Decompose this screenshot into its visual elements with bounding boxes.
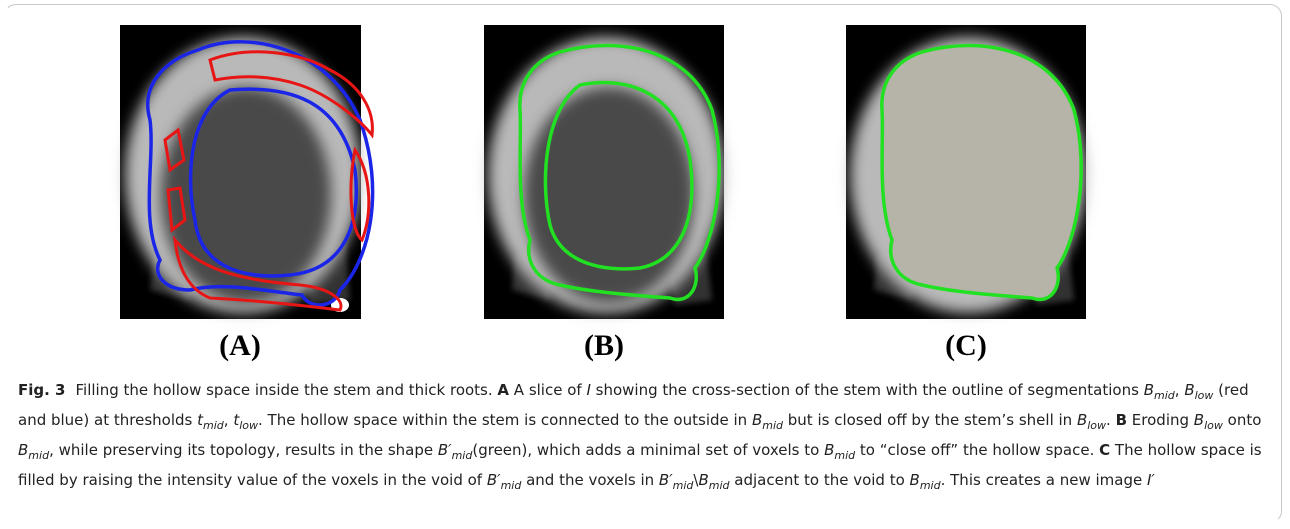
caption-text: B [910,471,920,489]
page: {"figure": { "panels": [{"label": "(A)"}… [0,0,1290,529]
caption-text: B [752,411,762,429]
panel-c-image [846,25,1086,319]
panel-label: (C) [945,329,987,362]
caption-text: B [698,471,708,489]
caption-text: B′ [487,471,501,489]
caption-text: Eroding [1127,411,1194,429]
caption-text: B [1184,381,1194,399]
caption-text: . This creates a new image [941,471,1147,489]
caption-text: B′ [438,441,452,459]
caption-text: mid [203,419,224,432]
caption-text: mid [452,449,473,462]
caption-text: mid [501,479,522,492]
caption-text: , [1175,381,1185,399]
caption-text: and the voxels in [521,471,659,489]
caption-text: mid [709,479,730,492]
caption-text: to “close off” the hollow space. [855,441,1099,459]
caption-text: . The hollow space within the stem is co… [258,411,752,429]
figure-panels: (A) (B) (C) [0,0,1290,372]
figure-caption: Fig. 3 Filling the hollow space inside th… [18,378,1273,498]
caption-text: B [1144,381,1154,399]
caption-text: C [1099,441,1110,459]
caption-text: mid [834,449,855,462]
caption-text: mid [28,449,49,462]
caption-text: A slice of [509,381,586,399]
caption-text: B [824,441,834,459]
caption-text: Filling the hollow space inside the stem… [75,381,497,399]
caption-text: I′ [1147,471,1155,489]
caption-text: mid [762,419,783,432]
caption-text: low [239,419,258,432]
caption-text: B [1116,411,1127,429]
caption-text: adjacent to the void to [730,471,910,489]
panel-a-image [120,25,373,319]
caption-text: showing the cross-section of the stem wi… [591,381,1144,399]
caption-text: B [18,441,28,459]
caption-text: low [1195,389,1214,402]
panel-label: (B) [584,329,624,362]
caption-text: , while preserving its topology, results… [49,441,438,459]
caption-text: B′ [659,471,673,489]
caption-text: onto [1223,411,1262,429]
caption-text: mid [673,479,694,492]
caption-text: (green), which adds a minimal set of vox… [472,441,824,459]
panel-label: (A) [219,329,261,362]
panel-b-image [484,25,724,319]
caption-label: Fig. 3 [18,381,65,399]
caption-text: mid [920,479,941,492]
caption-text: but is closed off by the stem’s shell in [783,411,1077,429]
caption-text: low [1204,419,1223,432]
caption-text: B [1194,411,1204,429]
caption-text: A [497,381,509,399]
caption-text: mid [1154,389,1175,402]
caption-text: . [1106,411,1116,429]
caption-text: , [224,411,234,429]
caption-text: B [1077,411,1087,429]
caption-text: low [1087,419,1106,432]
